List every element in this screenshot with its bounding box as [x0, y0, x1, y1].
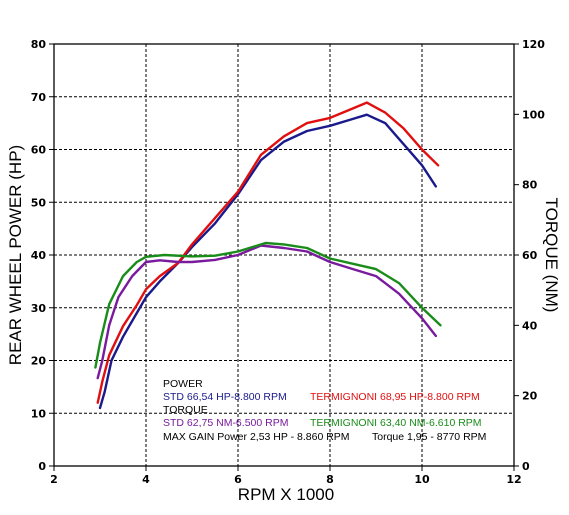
legend-box: POWER STD 66,54 HP-8.800 RPM TERMIGNONI … [163, 378, 486, 443]
y-left-tick-label: 30 [31, 302, 47, 315]
legend-termignoni-torque: TERMIGNONI 63,40 NM-6.610 RPM [310, 417, 482, 429]
y-axis-right-title: TORQUE (NM) [542, 198, 561, 313]
y-left-tick-label: 40 [31, 249, 47, 262]
series-group [94, 101, 442, 410]
x-tick-label: 4 [142, 473, 150, 486]
y-right-tick-label: 40 [522, 319, 538, 332]
legend-termignoni-power: TERMIGNONI 68,95 HP-8.800 RPM [310, 391, 480, 403]
y-right-tick-label: 0 [522, 460, 530, 473]
series-line-termignoni-torque [94, 241, 442, 369]
legend-std-torque: STD 62,75 NM-6.500 RPM [163, 417, 288, 429]
y-axis-left-title: REAR WHEEL POWER (HP) [6, 145, 25, 365]
series-line-std-torque [96, 244, 437, 380]
y-left-tick-label: 10 [31, 407, 47, 420]
y-right-tick-label: 20 [522, 390, 538, 403]
legend-max-gain-torque: Torque 1,95 - 8770 RPM [372, 431, 486, 443]
y-left-tick-label: 80 [31, 38, 47, 51]
y-right-tick-label: 120 [522, 38, 545, 51]
series-line-std-power [98, 113, 437, 410]
x-tick-label: 6 [234, 473, 242, 486]
legend-max-gain-power: MAX GAIN Power 2,53 HP - 8.860 RPM [163, 431, 350, 443]
legend-std-power: STD 66,54 HP-8.800 RPM [163, 391, 287, 403]
x-tick-label: 10 [414, 473, 430, 486]
legend-torque-heading: TORQUE [163, 404, 208, 416]
y-left-tick-label: 70 [31, 91, 47, 104]
x-tick-label: 12 [506, 473, 521, 486]
y-right-tick-label: 80 [522, 179, 538, 192]
y-right-tick-label: 100 [522, 108, 545, 121]
x-tick-label: 2 [50, 473, 58, 486]
series-line-termignoni-power [96, 101, 440, 404]
x-axis-title: RPM X 1000 [238, 485, 334, 504]
y-left-tick-label: 50 [31, 196, 47, 209]
y-left-tick-label: 0 [38, 460, 46, 473]
y-left-tick-label: 60 [31, 144, 47, 157]
legend-power-heading: POWER [163, 378, 203, 390]
y-left-tick-label: 20 [31, 355, 47, 368]
y-right-tick-label: 60 [522, 249, 538, 262]
x-tick-label: 8 [326, 473, 334, 486]
